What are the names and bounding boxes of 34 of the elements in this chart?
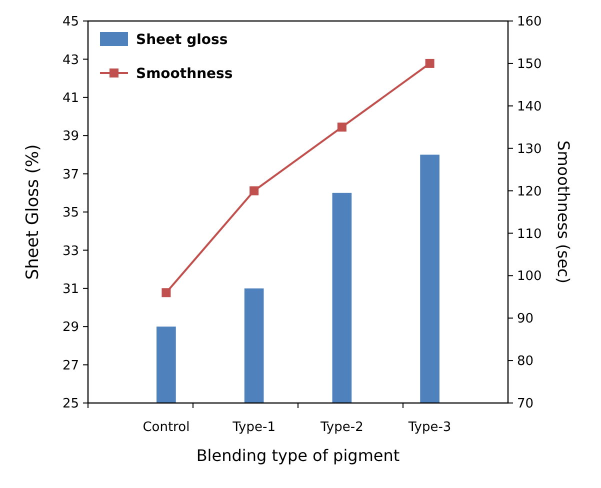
y-tick-label: 27 [62,358,79,374]
y2-tick-label: 120 [517,184,542,200]
x-tick-label: Type-3 [407,420,452,435]
y-tick-label: 43 [62,52,79,68]
legend-label: Smoothness [136,66,233,82]
y2-tick-label: 160 [517,14,542,30]
y2-tick-label: 90 [517,312,534,327]
point [337,122,346,132]
y2-tick-label: 80 [517,354,534,370]
y-tick-label: 41 [62,90,79,106]
y-tick-label: 45 [62,14,79,30]
x-tick-label: Type-2 [320,420,364,435]
y2-axis-title: Smoothness (sec) [554,140,573,284]
y-tick-label: 31 [62,282,79,297]
y-tick-label: 37 [62,167,79,182]
y-tick-label: 39 [62,129,79,144]
y2-tick-label: 70 [517,396,534,412]
y2-tick-label: 110 [517,226,542,242]
point [425,58,434,68]
y-tick-label: 29 [62,320,79,336]
y2-tick-label: 150 [517,56,542,72]
y-tick-label: 33 [62,244,79,259]
point [250,186,259,196]
x-tick-label: Control [142,420,190,435]
y2-tick-label: 130 [517,142,542,157]
y-tick-label: 25 [62,396,79,412]
y-axis-title: Sheet Gloss (%) [23,144,43,280]
y2-tick-label: 100 [517,269,542,284]
y-tick-label: 35 [62,206,79,221]
y2-tick-label: 140 [517,99,542,114]
point [162,288,171,298]
x-tick-label: Type-1 [232,420,276,435]
x-axis-title: Blending type of pigment [196,446,400,465]
legend-label: Sheet gloss [136,32,228,48]
